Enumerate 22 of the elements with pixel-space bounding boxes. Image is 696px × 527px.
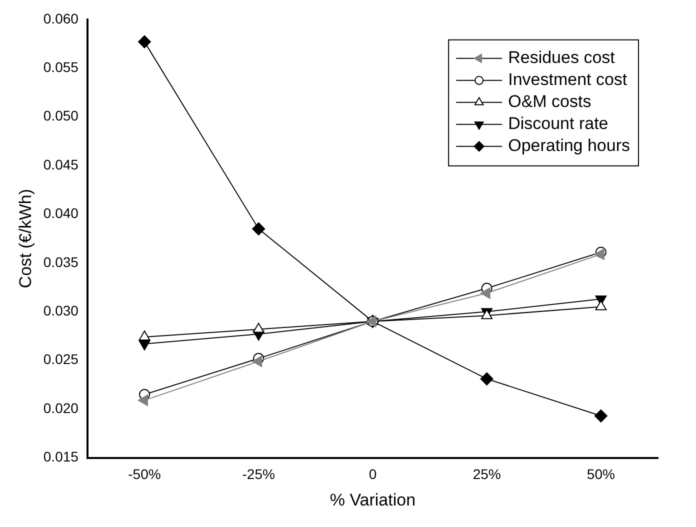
y-tick-label: 0.055 [43,58,79,75]
y-tick-label: 0.015 [43,448,79,465]
x-tick-label: 25% [472,466,501,482]
y-tick-label: 0.050 [43,108,79,124]
legend-label: Discount rate [508,114,608,134]
legend-label: Investment cost [508,70,628,90]
y-tick-label: 0.060 [43,10,79,26]
x-tick-label: -25% [242,466,275,482]
x-tick-label: 50% [586,466,615,482]
legend-label: Residues cost [508,48,616,68]
y-tick-label: 0.040 [43,205,79,222]
y-tick-label: 0.025 [43,351,79,368]
y-tick-label: 0.045 [43,156,79,172]
y-tick-label: 0.030 [43,302,79,319]
x-tick-label: -50% [128,466,161,482]
legend-label: Operating hours [508,136,630,156]
y-tick-label: 0.020 [43,400,79,416]
x-tick-label: 0 [368,466,377,482]
legend-label: O&M costs [508,92,592,112]
y-tick-label: 0.035 [43,254,79,270]
y-axis-title: Cost (€/kWh) [16,189,35,288]
x-axis-title: % Variation [330,490,416,510]
